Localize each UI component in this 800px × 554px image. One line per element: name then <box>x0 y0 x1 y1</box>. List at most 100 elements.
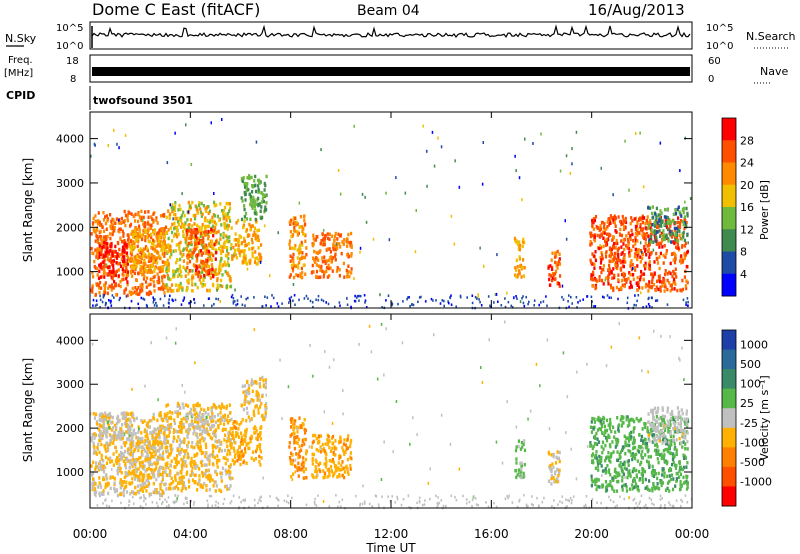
data-patch <box>288 416 308 480</box>
data-patch <box>647 205 689 244</box>
x-tick-label: 16:00 <box>474 527 509 541</box>
data-patch <box>310 231 353 280</box>
data-patch <box>128 428 167 480</box>
data-patch <box>165 401 233 494</box>
colorbar-segment <box>722 273 736 297</box>
velocity-y-label: Slant Range [km] <box>21 358 35 462</box>
y-tick-label: 3000 <box>56 177 84 190</box>
time-axis: 00:00 04:00 08:00 12:00 16:00 20:00 00:00 <box>73 112 710 541</box>
power-y-label: Slant Range [km] <box>21 158 35 262</box>
data-patch <box>127 227 168 275</box>
y-tick-label: 2000 <box>56 221 84 234</box>
beam-title: Beam 04 <box>357 3 420 19</box>
data-patch <box>310 433 353 480</box>
x-tick-label: 00:00 <box>675 527 710 541</box>
data-patch <box>240 174 268 222</box>
date-title: 16/Aug/2013 <box>588 1 685 19</box>
sky-noise-panel: N.Sky 10^5 10^0 N.Search 10^5 10^0 <box>5 21 796 52</box>
data-patch <box>230 218 263 266</box>
x-tick-label: 00:00 <box>73 527 108 541</box>
data-patch <box>185 410 218 436</box>
colorbar-segment <box>722 162 736 186</box>
data-patch <box>513 236 526 279</box>
data-patch <box>547 249 562 288</box>
colorbar-segment <box>722 251 736 275</box>
time-axis-label: Time UT <box>365 541 416 554</box>
freq-label-line2: [MHz] <box>4 68 33 79</box>
power-colorbar-label: Power [dB] <box>758 180 771 240</box>
sky-noise-trace <box>91 24 691 48</box>
search-noise-label: N.Search <box>746 30 796 43</box>
data-patch <box>240 375 268 423</box>
velocity-y-ticks: 1000 2000 3000 4000 <box>56 334 692 479</box>
data-patch <box>185 227 218 279</box>
colorbar-tick-label: -25 <box>740 417 758 430</box>
sky-noise-label: N.Sky <box>5 32 37 45</box>
colorbar-tick-label: 25 <box>740 397 754 410</box>
colorbar-segment <box>722 486 736 507</box>
frequency-trace <box>92 67 690 76</box>
colorbar-tick-label: 100 <box>740 378 761 391</box>
x-tick-label: 12:00 <box>374 527 409 541</box>
colorbar-segment <box>722 369 736 390</box>
colorbar-tick-label: 500 <box>740 358 761 371</box>
colorbar-segment <box>722 118 736 141</box>
data-patch <box>288 214 308 280</box>
data-patch <box>647 406 689 445</box>
velocity-colorbar: 1000 500 100 25 -25 -100 -500 -1000 <box>721 329 772 507</box>
colorbar-tick-label: -1000 <box>740 475 772 488</box>
data-patch <box>547 450 561 486</box>
colorbar-tick-label: 24 <box>740 157 754 170</box>
colorbar-segment <box>722 184 736 208</box>
velocity-panel: 1000 2000 3000 4000 Slant Range [km] 1000 50… <box>21 313 772 510</box>
colorbar-tick-label: 20 <box>740 179 754 192</box>
nave-tick-top: 60 <box>708 56 721 67</box>
power-y-ticks: 1000 2000 3000 4000 <box>56 133 692 279</box>
x-tick-label: 08:00 <box>273 527 308 541</box>
x-tick-label: 20:00 <box>574 527 609 541</box>
y-tick-label: 3000 <box>56 378 84 391</box>
velocity-data <box>90 320 693 510</box>
colorbar-segment <box>722 330 736 351</box>
search-tick-top: 10^5 <box>706 23 733 34</box>
colorbar-tick-label: 28 <box>740 134 754 147</box>
colorbar-segment <box>722 140 736 163</box>
colorbar-tick-label: 12 <box>740 223 754 236</box>
colorbar-segment <box>722 229 736 252</box>
y-tick-label: 4000 <box>56 334 84 347</box>
y-tick-label: 1000 <box>56 266 84 279</box>
colorbar-tick-label: -100 <box>740 436 765 449</box>
nave-label: Nave <box>760 65 788 78</box>
power-data <box>90 118 692 310</box>
colorbar-tick-label: -500 <box>740 456 765 469</box>
colorbar-tick-label: 16 <box>740 201 754 214</box>
cpid-value: twofsound 3501 <box>93 94 193 107</box>
colorbar-segment <box>722 447 736 468</box>
sky-tick-bottom: 10^0 <box>56 41 83 52</box>
colorbar-segment <box>722 466 736 487</box>
search-tick-bottom: 10^0 <box>706 41 733 52</box>
frequency-panel: Freq. [MHz] 18 8 60 0 Nave <box>4 54 788 85</box>
power-panel: 1000 2000 3000 4000 Slant Range [km] 4 8 12 16… <box>21 111 771 310</box>
colorbar-tick-label: 8 <box>740 246 747 259</box>
scatter-echoes <box>90 118 692 310</box>
freq-tick-bottom: 8 <box>70 74 76 85</box>
y-tick-label: 1000 <box>56 466 84 479</box>
x-tick-label: 04:00 <box>173 527 208 541</box>
colorbar-segment <box>722 427 736 448</box>
y-tick-label: 4000 <box>56 133 84 146</box>
data-patch <box>230 420 263 467</box>
freq-label-line1: Freq. <box>8 55 33 66</box>
power-colorbar: 4 8 12 16 20 24 28 <box>721 117 754 297</box>
cpid-label: CPID <box>6 89 35 102</box>
colorbar-tick-label: 1000 <box>740 339 768 352</box>
data-patch <box>97 240 129 284</box>
colorbar-segment <box>722 388 736 409</box>
freq-tick-top: 18 <box>66 56 79 67</box>
colorbar-segment <box>722 408 736 429</box>
colorbar-segment <box>722 207 736 230</box>
y-tick-label: 2000 <box>56 422 84 435</box>
nave-tick-bottom: 0 <box>708 74 714 85</box>
data-patch <box>589 214 689 293</box>
